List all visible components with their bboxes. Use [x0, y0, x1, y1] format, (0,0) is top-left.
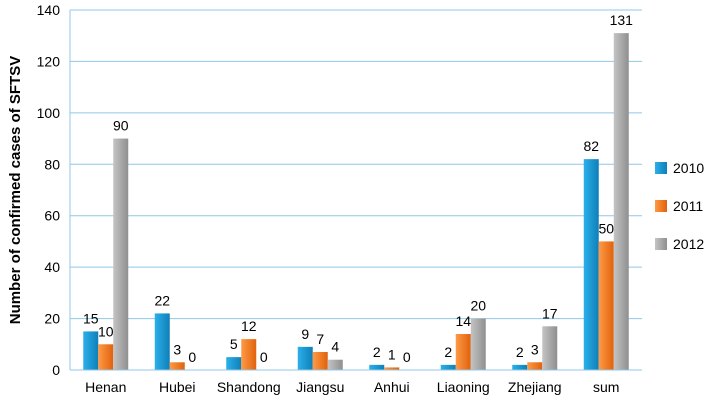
bar-2010-Anhui — [369, 364, 385, 370]
bar-2012-Liaoning — [470, 318, 486, 370]
x-tick-label: Jiangsu — [296, 379, 344, 395]
x-tick-label: Liaoning — [437, 379, 490, 395]
legend-label-2011: 2011 — [673, 198, 703, 214]
bar-2011-Liaoning — [455, 334, 471, 370]
gridlines — [70, 9, 642, 320]
data-label: 9 — [301, 326, 309, 342]
bar-2011-sum — [598, 241, 614, 370]
data-label: 20 — [470, 298, 486, 314]
bar-2011-Shandong — [241, 339, 257, 370]
data-label: 50 — [598, 220, 614, 236]
y-tick-label: 100 — [37, 105, 61, 121]
data-label: 1 — [388, 346, 396, 362]
data-label: 3 — [173, 341, 181, 357]
data-label: 2 — [444, 344, 452, 360]
bar-2011-Henan — [98, 344, 114, 370]
x-tick-label: Shandong — [217, 379, 281, 395]
data-label: 22 — [154, 292, 170, 308]
data-label: 0 — [188, 349, 196, 365]
bar-2010-sum — [583, 159, 599, 370]
legend-swatch-2011 — [655, 200, 667, 212]
legend-label-2010: 2010 — [673, 160, 704, 176]
data-label: 131 — [610, 12, 634, 28]
bar-2012-sum — [613, 33, 629, 371]
bar-2010-Henan — [83, 331, 99, 370]
data-label: 7 — [316, 331, 324, 347]
data-label: 2 — [373, 344, 381, 360]
y-tick-label: 120 — [37, 53, 61, 69]
bar-2011-Zhejiang — [527, 362, 543, 370]
y-tick-label: 60 — [44, 208, 60, 224]
y-tick-label: 140 — [37, 2, 61, 18]
data-label: 0 — [403, 349, 411, 365]
y-tick-label: 0 — [52, 362, 60, 378]
bar-2010-Zhejiang — [512, 364, 528, 370]
x-tick-label: Hubei — [159, 379, 196, 395]
data-label: 3 — [531, 341, 539, 357]
data-label: 10 — [98, 323, 114, 339]
data-label: 14 — [455, 313, 471, 329]
data-label: 12 — [241, 318, 257, 334]
data-label: 4 — [331, 339, 339, 355]
bar-2010-Liaoning — [440, 364, 456, 370]
legend-swatch-2012 — [655, 238, 667, 250]
bar-2012-Zhejiang — [542, 326, 558, 370]
legend-label-2012: 2012 — [673, 236, 704, 252]
bar-2012-Jiangsu — [327, 359, 343, 370]
y-axis-title: Number of confirmed cases of SFTSV — [7, 56, 24, 324]
x-tick-label: Zhejiang — [508, 379, 562, 395]
axes — [69, 10, 642, 371]
bar-2011-Hubei — [169, 362, 185, 370]
bar-2010-Hubei — [154, 313, 170, 370]
legend-swatch-2010 — [655, 162, 667, 174]
data-label: 82 — [583, 138, 599, 154]
legend: 2010 2011 2012 — [655, 160, 704, 252]
x-tick-label: Henan — [85, 379, 126, 395]
bar-2011-Jiangsu — [312, 352, 328, 370]
x-tick-label: sum — [593, 379, 619, 395]
bars — [83, 33, 629, 371]
data-label: 2 — [516, 344, 524, 360]
bar-2010-Jiangsu — [297, 346, 313, 370]
data-label: 0 — [260, 349, 268, 365]
x-tick-label: Anhui — [374, 379, 410, 395]
data-label: 17 — [542, 305, 558, 321]
data-label: 15 — [83, 310, 99, 326]
bar-2010-Shandong — [226, 357, 242, 370]
y-tick-label: 80 — [44, 156, 60, 172]
data-label: 5 — [230, 336, 238, 352]
y-tick-label: 40 — [44, 259, 60, 275]
y-tick-label: 20 — [44, 311, 60, 327]
bar-2011-Anhui — [384, 367, 400, 370]
data-label: 90 — [113, 118, 129, 134]
bar-2012-Henan — [113, 138, 129, 370]
